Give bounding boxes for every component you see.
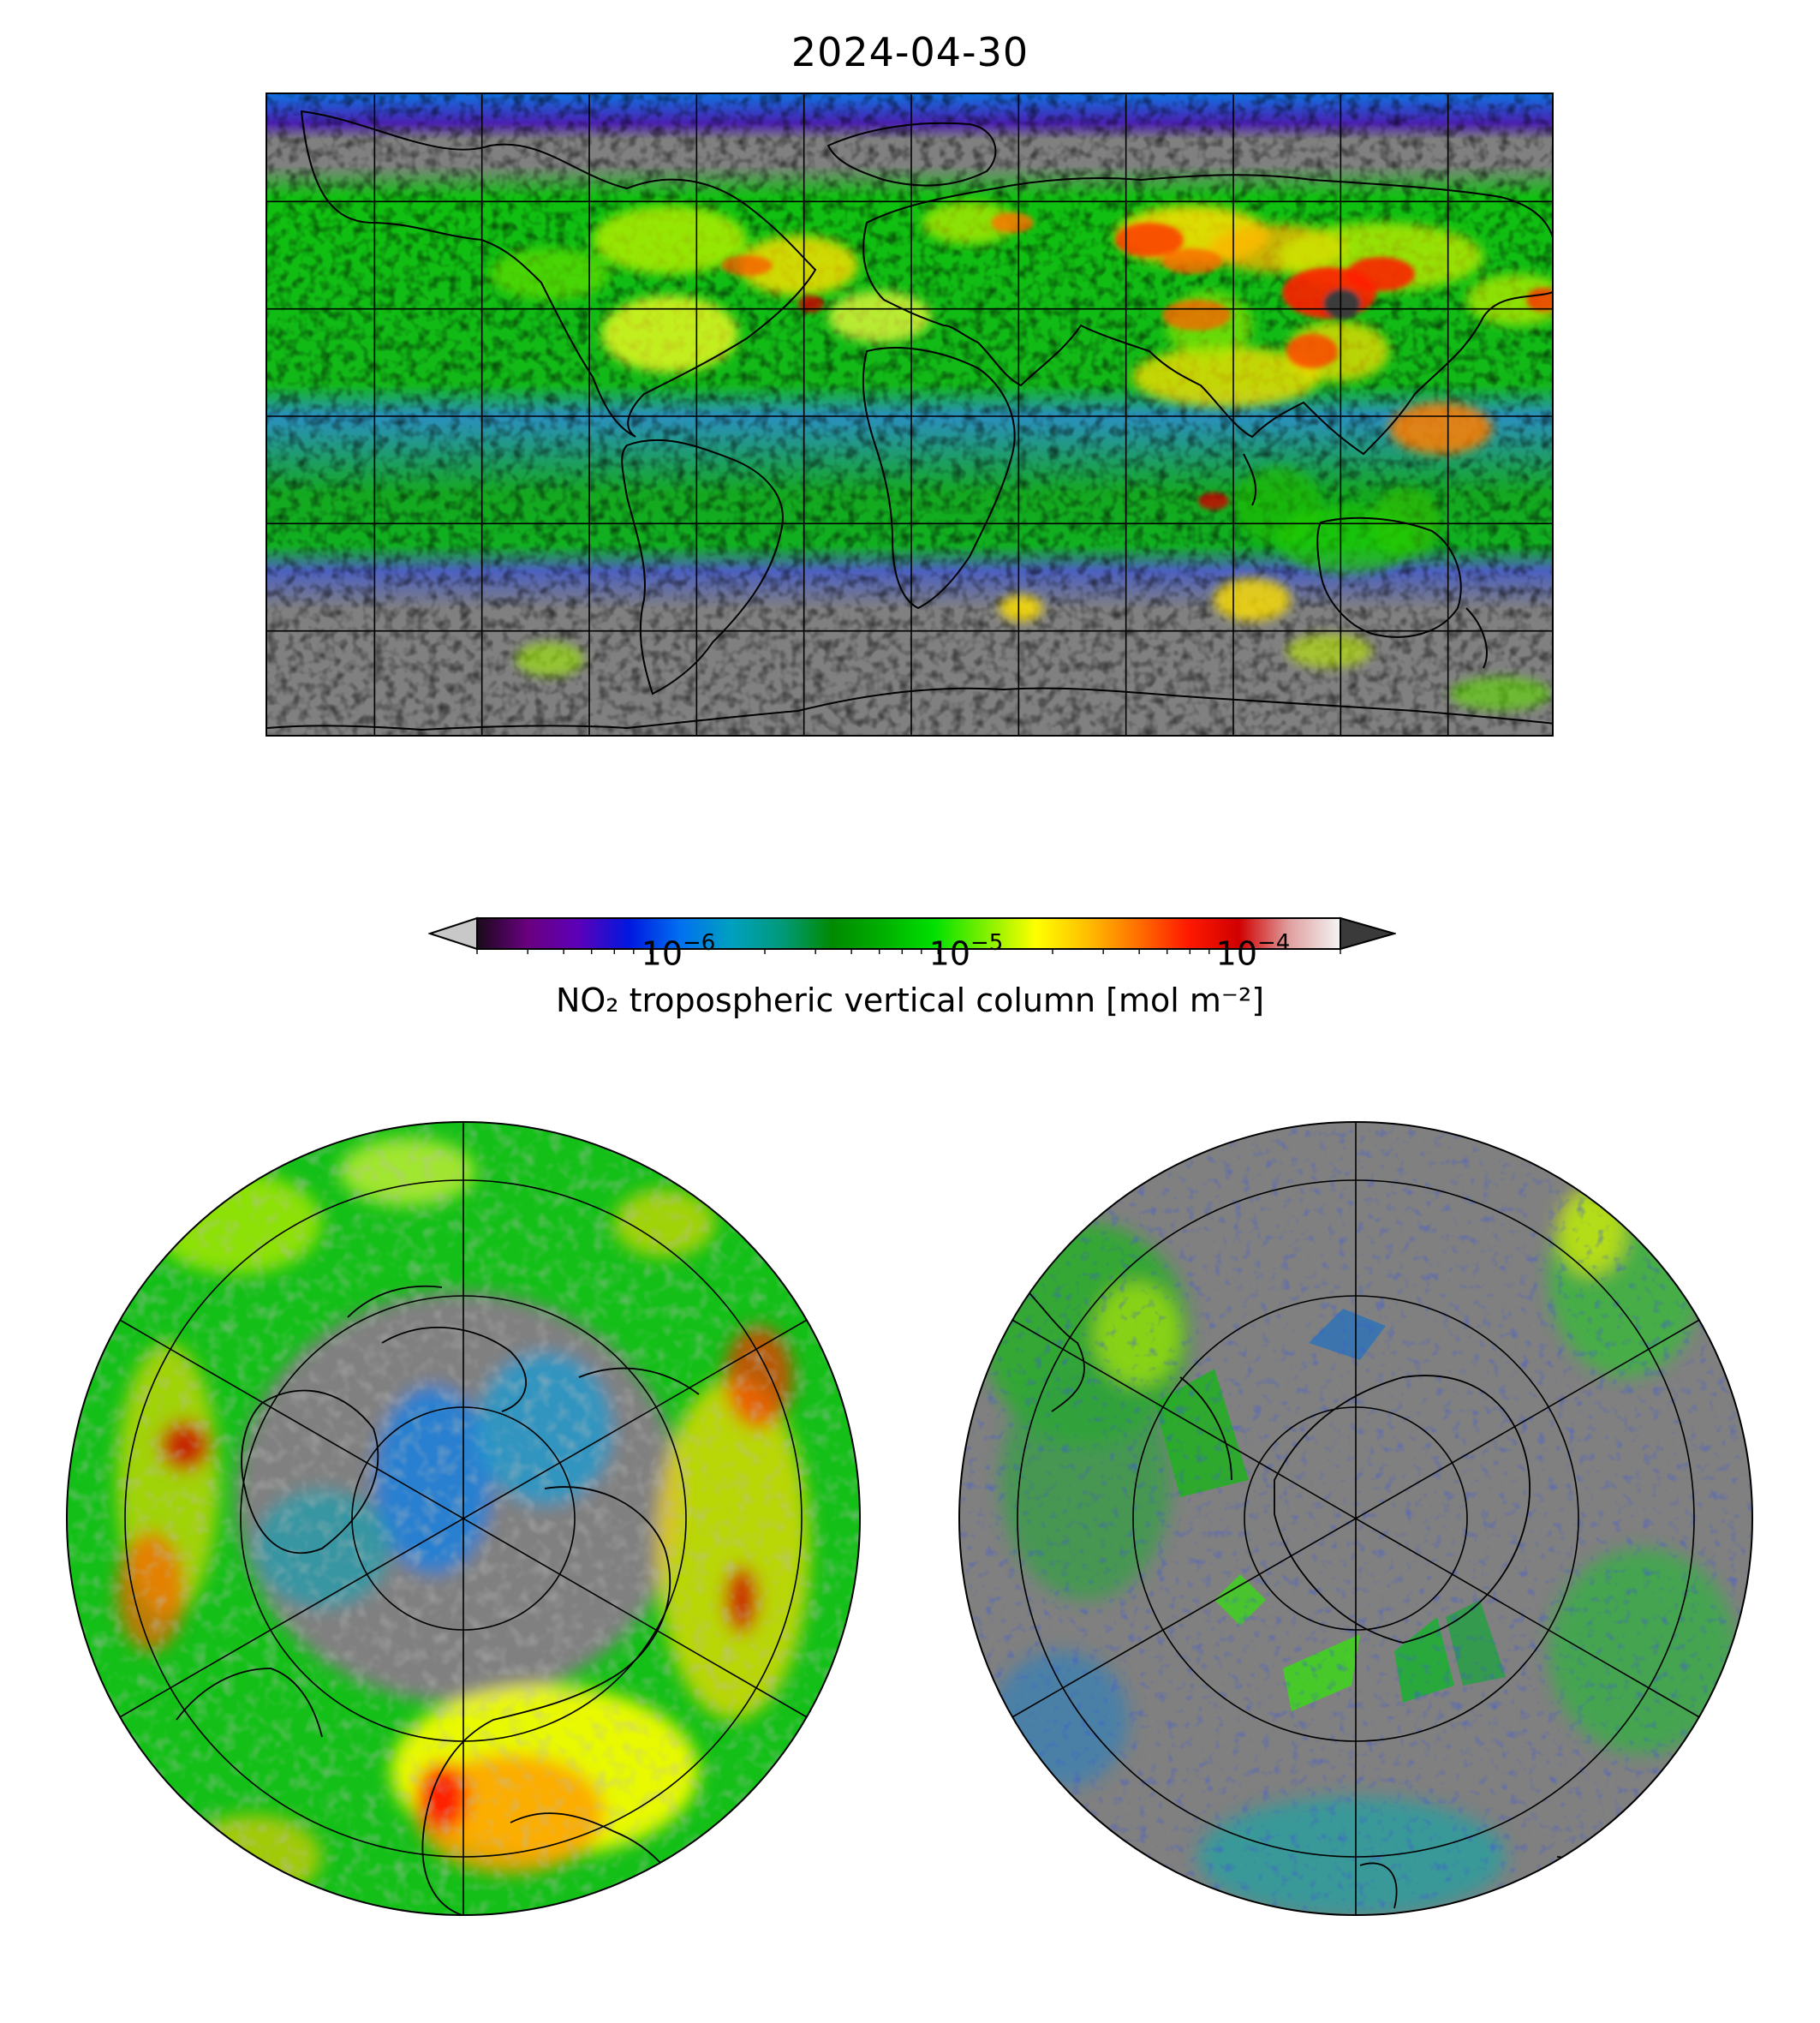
map-title: 2024-04-30 <box>791 29 1029 75</box>
colorbar-gradient <box>477 918 1340 949</box>
south-polar-map <box>958 1121 1753 1916</box>
north-polar-map <box>66 1121 861 1916</box>
colorbar-tick-1e-5: 10−5 <box>928 930 1004 973</box>
colorbar <box>428 916 1396 959</box>
colorbar-over-arrow <box>1340 916 1396 951</box>
colorbar-tick-1e-4: 10−4 <box>1215 930 1291 973</box>
global-map <box>266 92 1554 737</box>
coastlines <box>267 110 1552 731</box>
gridlines <box>267 94 1552 735</box>
hotspots <box>721 212 1552 510</box>
colorbar-label: NO₂ tropospheric vertical column [mol m⁻… <box>555 982 1265 1019</box>
global-map-canvas <box>267 94 1552 735</box>
colorbar-tick-1e-6: 10−6 <box>641 930 716 973</box>
colorbar-under-arrow <box>428 916 478 951</box>
